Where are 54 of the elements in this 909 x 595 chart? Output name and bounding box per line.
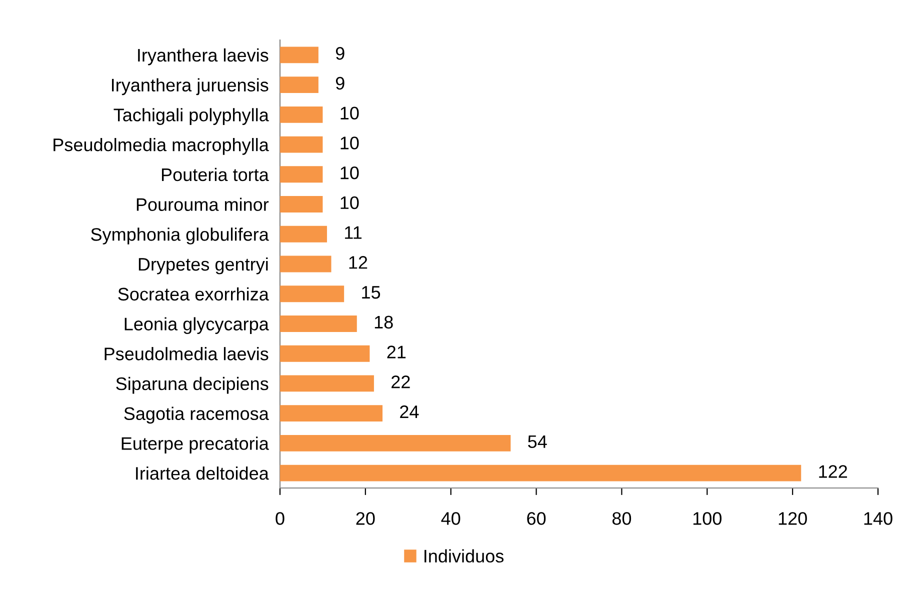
y-tick-label: Pourouma minor bbox=[136, 198, 269, 211]
bar bbox=[280, 76, 318, 94]
y-tick-label: Socratea exorrhiza bbox=[118, 287, 269, 301]
x-tick-label: 0 bbox=[276, 512, 284, 525]
x-tick-label: 40 bbox=[441, 512, 460, 525]
y-tick-label: Iriartea deltoidea bbox=[136, 466, 269, 480]
data-label: 22 bbox=[392, 376, 410, 388]
bar bbox=[280, 226, 327, 242]
data-label: 9 bbox=[336, 76, 344, 90]
bar bbox=[280, 136, 323, 153]
y-tick-label: Pseudolmedia macrophylla bbox=[54, 138, 269, 155]
bar bbox=[280, 166, 323, 183]
data-label: 9 bbox=[336, 46, 344, 60]
y-tick-label: Iryanthera juruensis bbox=[112, 78, 268, 96]
data-label: 18 bbox=[374, 316, 393, 329]
data-label: 12 bbox=[349, 256, 368, 269]
data-label: 122 bbox=[819, 465, 847, 478]
data-label: 11 bbox=[345, 226, 362, 239]
y-tick-label: Pseudolmedia laevis bbox=[104, 347, 268, 360]
data-label: 21 bbox=[387, 346, 406, 358]
bar bbox=[280, 286, 344, 302]
x-tick-label: 100 bbox=[693, 512, 722, 525]
bar bbox=[280, 464, 802, 482]
y-tick-label: Drypetes gentryi bbox=[138, 257, 268, 274]
bar bbox=[280, 46, 318, 64]
bar bbox=[280, 434, 511, 452]
data-label: 10 bbox=[340, 196, 359, 210]
data-label: 54 bbox=[528, 435, 547, 448]
y-tick-label: Sagotia racemosa bbox=[124, 406, 269, 424]
data-label: 15 bbox=[362, 286, 380, 299]
bar bbox=[280, 375, 374, 392]
y-tick-label: Pouteria torta bbox=[162, 168, 269, 182]
bar bbox=[280, 196, 323, 212]
x-tick-label: 80 bbox=[612, 512, 632, 525]
y-tick-label: Siparuna decipiens bbox=[116, 376, 268, 394]
x-tick-label: 60 bbox=[527, 512, 546, 525]
bar bbox=[280, 405, 383, 422]
y-tick-label: Iryanthera laevis bbox=[138, 48, 268, 66]
x-tick-label: 120 bbox=[778, 512, 807, 525]
data-label: 10 bbox=[340, 136, 359, 150]
bar bbox=[280, 345, 370, 362]
bar bbox=[280, 106, 323, 123]
y-tick-label: Leonia glycycarpa bbox=[124, 317, 269, 334]
y-tick-label: Tachigali polyphylla bbox=[114, 108, 269, 125]
data-label: 24 bbox=[400, 405, 419, 418]
data-label: 10 bbox=[340, 166, 359, 180]
bar bbox=[280, 316, 357, 332]
data-label: 10 bbox=[340, 106, 359, 120]
x-tick-label: 140 bbox=[864, 512, 892, 525]
bar bbox=[280, 256, 332, 272]
y-tick-label: Euterpe precatoria bbox=[122, 436, 269, 454]
legend-label: Individuos bbox=[424, 549, 504, 563]
y-tick-label: Symphonia globulifera bbox=[91, 228, 269, 244]
x-tick-label: 20 bbox=[356, 512, 375, 525]
